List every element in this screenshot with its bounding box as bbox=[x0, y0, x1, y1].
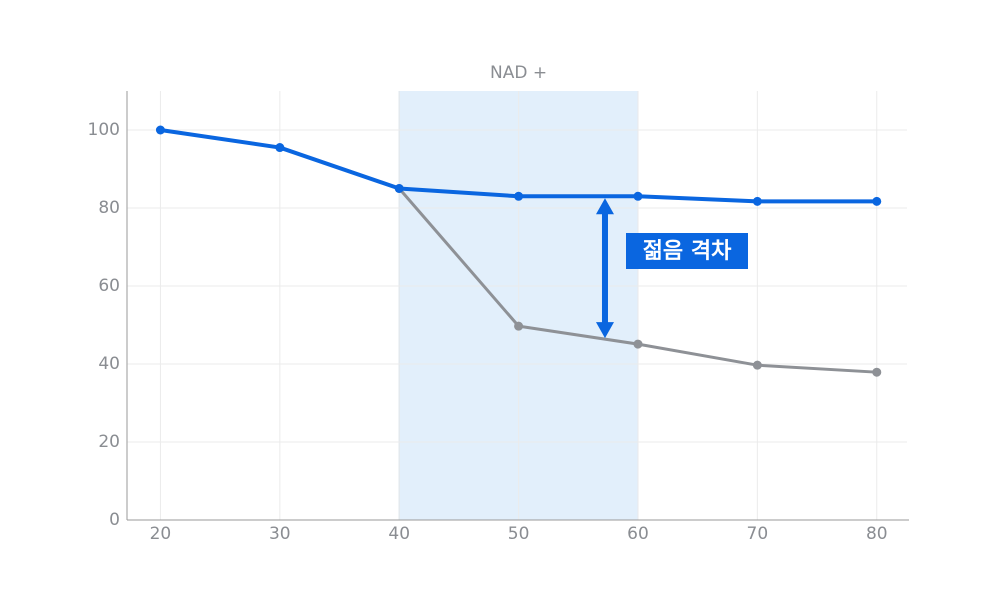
data-point bbox=[752, 360, 762, 370]
x-tick-label: 30 bbox=[269, 524, 291, 544]
band-label: NAD + bbox=[490, 63, 547, 83]
x-tick-label: 40 bbox=[388, 524, 410, 544]
x-tick-label: 50 bbox=[508, 524, 530, 544]
data-point bbox=[155, 125, 165, 135]
y-tick-label: 100 bbox=[88, 120, 120, 140]
y-tick-label: 20 bbox=[98, 432, 120, 452]
annotation-box bbox=[626, 233, 748, 269]
y-tick-label: 40 bbox=[98, 354, 120, 374]
x-tick-label: 60 bbox=[627, 524, 649, 544]
x-tick-label: 70 bbox=[747, 524, 769, 544]
data-point bbox=[394, 184, 404, 193]
arrow-head bbox=[595, 322, 614, 339]
data-point bbox=[872, 196, 882, 206]
annotation-text: 젊음 격차 bbox=[643, 239, 732, 264]
x-tick-label: 80 bbox=[866, 524, 888, 544]
y-tick-label: 80 bbox=[98, 198, 120, 218]
data-point bbox=[752, 196, 762, 206]
data-point bbox=[872, 367, 882, 377]
arrow-head bbox=[595, 198, 614, 215]
data-point bbox=[514, 191, 524, 201]
y-tick-label: 0 bbox=[109, 510, 120, 530]
y-tick-label: 60 bbox=[98, 276, 120, 296]
data-point bbox=[514, 321, 524, 331]
data-point bbox=[275, 143, 285, 153]
data-point bbox=[633, 339, 643, 349]
data-point bbox=[633, 191, 643, 201]
x-tick-label: 20 bbox=[150, 524, 172, 544]
